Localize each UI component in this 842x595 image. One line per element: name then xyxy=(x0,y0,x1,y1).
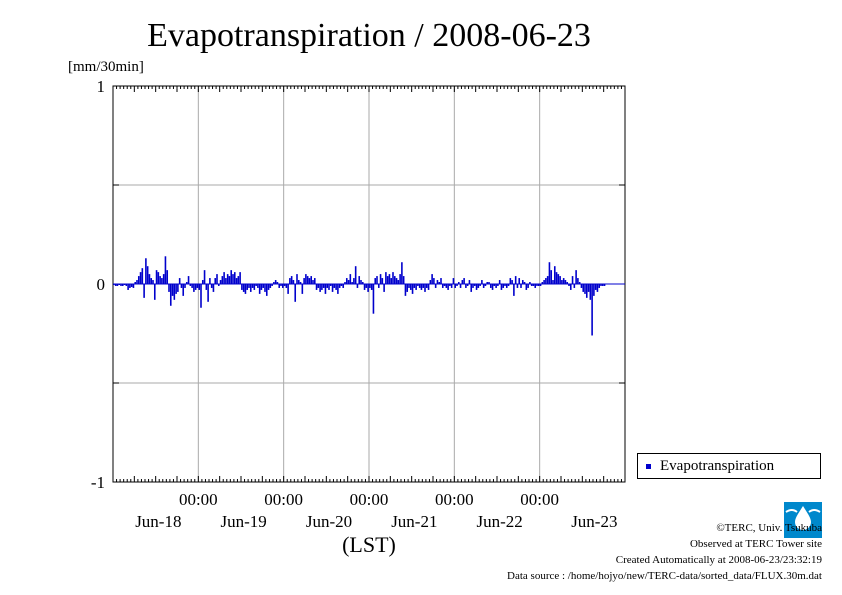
x-tick-date-label: Jun-22 xyxy=(477,512,523,531)
legend-label: Evapotranspiration xyxy=(660,457,775,474)
x-tick-time-label: 00:00 xyxy=(520,490,559,509)
x-tick-date-label: Jun-18 xyxy=(135,512,181,531)
y-tick-label: 1 xyxy=(97,77,106,96)
x-tick-date-label: Jun-21 xyxy=(391,512,437,531)
plot-area: 10-100:00Jun-1800:00Jun-1900:00Jun-2000:… xyxy=(91,77,626,531)
observed-text: Observed at TERC Tower site xyxy=(689,538,822,550)
legend-swatch xyxy=(646,463,651,469)
x-axis-label: (LST) xyxy=(342,532,396,557)
x-tick-date-label: Jun-19 xyxy=(221,512,267,531)
x-tick-time-label: 00:00 xyxy=(179,490,218,509)
y-axis-label: [mm/30min] xyxy=(68,59,144,75)
created-text: Created Automatically at 2008-06-23/23:3… xyxy=(615,554,822,566)
copyright-text: ©TERC, Univ. Tsukuba xyxy=(716,522,822,534)
footer: ©TERC, Univ. Tsukuba Observed at TERC To… xyxy=(507,520,822,584)
chart-title: Evapotranspiration / 2008-06-23 xyxy=(147,17,591,54)
x-tick-time-label: 00:00 xyxy=(435,490,474,509)
source-text: Data source : /home/hojyo/new/TERC-data/… xyxy=(507,570,822,582)
terc-logo-icon xyxy=(784,502,822,538)
y-tick-label: 0 xyxy=(97,275,106,294)
y-tick-label: -1 xyxy=(91,473,105,492)
x-tick-time-label: 00:00 xyxy=(264,490,303,509)
legend: Evapotranspiration xyxy=(637,453,821,479)
x-tick-time-label: 00:00 xyxy=(350,490,389,509)
x-tick-date-label: Jun-23 xyxy=(571,512,617,531)
x-tick-date-label: Jun-20 xyxy=(306,512,352,531)
